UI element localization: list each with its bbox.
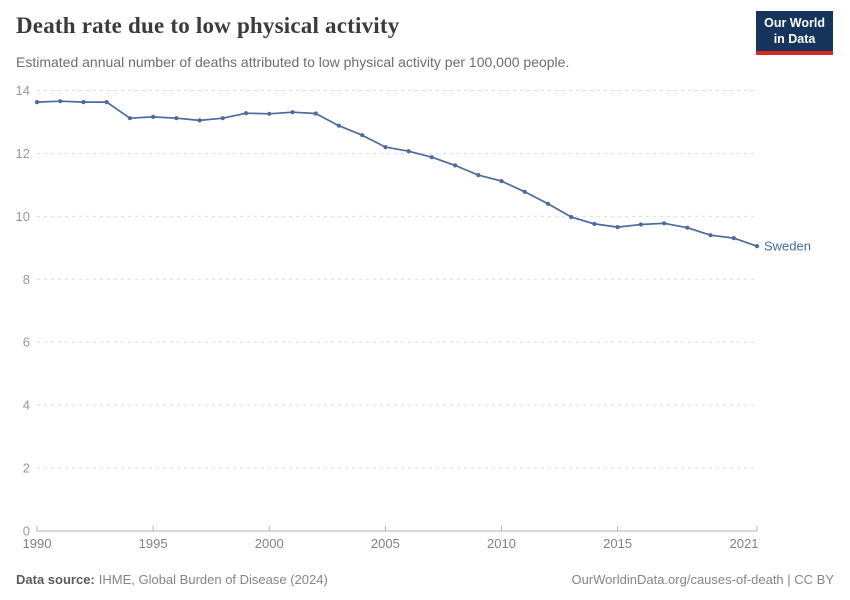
x-axis-tick-label: 2015 — [603, 536, 632, 551]
x-axis-tick-label: 1995 — [139, 536, 168, 551]
data-point[interactable] — [754, 244, 760, 249]
data-source-label: Data source: — [16, 572, 95, 587]
y-axis-tick-label: 8 — [23, 272, 30, 287]
y-axis-tick-label: 10 — [16, 209, 30, 224]
data-point[interactable] — [81, 100, 86, 105]
data-point[interactable] — [406, 149, 411, 154]
data-point[interactable] — [336, 123, 341, 128]
entity-label[interactable]: Sweden — [764, 239, 811, 254]
chart-footer: Data source: IHME, Global Burden of Disea… — [16, 572, 834, 587]
data-point[interactable] — [476, 173, 481, 178]
credit-link[interactable]: OurWorldinData.org/causes-of-death | CC … — [571, 572, 834, 587]
data-point[interactable] — [429, 155, 434, 160]
data-point[interactable] — [545, 201, 551, 206]
data-point[interactable] — [522, 189, 527, 194]
y-axis-tick-label: 14 — [16, 83, 30, 98]
x-axis-tick-label: 2010 — [487, 536, 516, 551]
data-point[interactable] — [104, 100, 109, 105]
data-point[interactable] — [685, 225, 690, 230]
data-point[interactable] — [638, 222, 644, 227]
data-point[interactable] — [290, 110, 295, 115]
data-point[interactable] — [313, 111, 318, 116]
data-source: Data source: IHME, Global Burden of Disea… — [16, 572, 328, 587]
data-point[interactable] — [731, 236, 736, 241]
y-axis-tick-label: 0 — [23, 524, 30, 539]
data-point[interactable] — [197, 118, 202, 123]
data-point[interactable] — [708, 233, 713, 238]
y-axis-tick-label: 12 — [16, 146, 30, 161]
data-point[interactable] — [360, 133, 365, 138]
data-point[interactable] — [662, 221, 667, 226]
owid-logo-line1: Our World — [764, 16, 825, 30]
data-point[interactable] — [243, 111, 249, 116]
x-axis-tick-label: 2021 — [730, 536, 759, 551]
data-source-value: IHME, Global Burden of Disease (2024) — [98, 572, 328, 587]
data-point[interactable] — [34, 100, 40, 105]
chart-subtitle: Estimated annual number of deaths attrib… — [16, 54, 570, 70]
owid-logo[interactable]: Our World in Data — [756, 11, 833, 56]
x-axis-tick-label: 2000 — [255, 536, 284, 551]
data-point[interactable] — [615, 225, 620, 230]
series-line-sweden[interactable] — [36, 100, 758, 248]
page-title: Death rate due to low physical activity — [16, 13, 400, 38]
data-point[interactable] — [174, 116, 179, 121]
data-point[interactable] — [569, 214, 574, 220]
data-point[interactable] — [453, 163, 458, 168]
data-point[interactable] — [151, 114, 156, 119]
data-point[interactable] — [127, 116, 132, 121]
line-chart-canvas[interactable]: 0 2 4 6 8 10 12 14 1990 1995 2000 2005 2010 2015 2021 S… — [0, 80, 850, 555]
owid-logo-line2: in Data — [773, 31, 816, 46]
data-point[interactable] — [592, 221, 597, 226]
x-axis-tick-label: 1990 — [23, 536, 52, 551]
data-point[interactable] — [267, 111, 272, 116]
y-axis-tick-label: 2 — [23, 461, 30, 476]
y-axis-tick-label: 4 — [23, 398, 30, 413]
data-point[interactable] — [383, 145, 388, 150]
data-point[interactable] — [499, 179, 504, 184]
data-point[interactable] — [220, 116, 225, 121]
x-axis-tick-label: 2005 — [371, 536, 400, 551]
y-axis-tick-label: 6 — [23, 335, 30, 350]
data-point[interactable] — [58, 99, 63, 104]
